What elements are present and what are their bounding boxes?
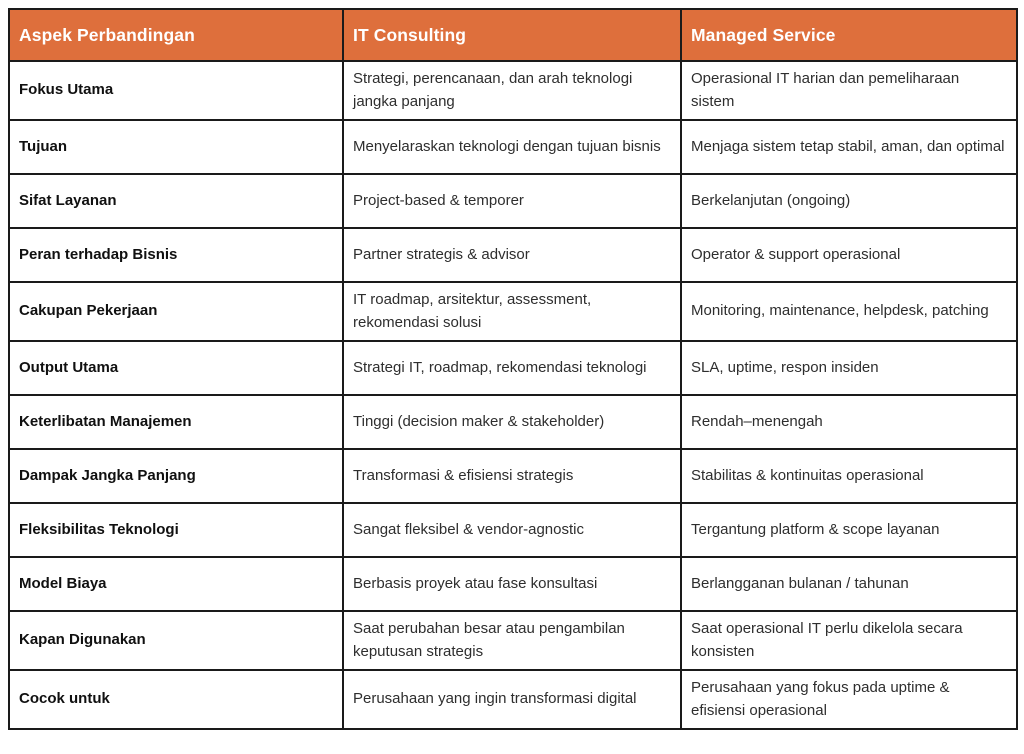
it-consulting-cell: Sangat fleksibel & vendor-agnostic (342, 502, 682, 558)
comparison-table: Aspek Perbandingan IT Consulting Managed… (8, 8, 1018, 730)
aspect-cell: Kapan Digunakan (8, 610, 344, 671)
it-consulting-cell: Perusahaan yang ingin transformasi digit… (342, 669, 682, 730)
table-row: Sifat Layanan Project-based & temporer Ber… (8, 173, 1018, 229)
managed-service-cell: Menjaga sistem tetap stabil, aman, dan o… (680, 119, 1018, 175)
table-row: Keterlibatan Manajemen Tinggi (decision m… (8, 394, 1018, 450)
header-row: Aspek Perbandingan IT Consulting Managed… (8, 8, 1018, 62)
managed-service-cell: Operator & support operasional (680, 227, 1018, 283)
table-row: Fleksibilitas Teknologi Sangat fleksibel … (8, 502, 1018, 558)
table-row: Peran terhadap Bisnis Partner strategis &… (8, 227, 1018, 283)
managed-service-cell: Berkelanjutan (ongoing) (680, 173, 1018, 229)
managed-service-cell: Monitoring, maintenance, helpdesk, patch… (680, 281, 1018, 342)
aspect-cell: Cakupan Pekerjaan (8, 281, 344, 342)
table-row: Kapan Digunakan Saat perubahan besar atau… (8, 610, 1018, 671)
header-cell-aspek-perbandingan: Aspek Perbandingan (8, 8, 344, 62)
it-consulting-cell: Saat perubahan besar atau pengambilan ke… (342, 610, 682, 671)
it-consulting-cell: Transformasi & efisiensi strategis (342, 448, 682, 504)
aspect-cell: Keterlibatan Manajemen (8, 394, 344, 450)
table-row: Cakupan Pekerjaan IT roadmap, arsitektur,… (8, 281, 1018, 342)
it-consulting-cell: Berbasis proyek atau fase konsultasi (342, 556, 682, 612)
it-consulting-cell: Project-based & temporer (342, 173, 682, 229)
table-row: Fokus Utama Strategi, perencanaan, dan ar… (8, 60, 1018, 121)
managed-service-cell: Tergantung platform & scope layanan (680, 502, 1018, 558)
table-row: Cocok untuk Perusahaan yang ingin transfo… (8, 669, 1018, 730)
aspect-cell: Model Biaya (8, 556, 344, 612)
table-row: Output Utama Strategi IT, roadmap, rekome… (8, 340, 1018, 396)
aspect-cell: Fokus Utama (8, 60, 344, 121)
managed-service-cell: SLA, uptime, respon insiden (680, 340, 1018, 396)
aspect-cell: Peran terhadap Bisnis (8, 227, 344, 283)
table-header: Aspek Perbandingan IT Consulting Managed… (8, 8, 1018, 62)
it-consulting-cell: Menyelaraskan teknologi dengan tujuan bi… (342, 119, 682, 175)
it-consulting-cell: Strategi, perencanaan, dan arah teknolog… (342, 60, 682, 121)
header-cell-managed-service: Managed Service (680, 8, 1018, 62)
managed-service-cell: Rendah–menengah (680, 394, 1018, 450)
table-row: Dampak Jangka Panjang Transformasi & efis… (8, 448, 1018, 504)
managed-service-cell: Stabilitas & kontinuitas operasional (680, 448, 1018, 504)
aspect-cell: Sifat Layanan (8, 173, 344, 229)
managed-service-cell: Saat operasional IT perlu dikelola secar… (680, 610, 1018, 671)
table-row: Model Biaya Berbasis proyek atau fase kon… (8, 556, 1018, 612)
table-row: Tujuan Menyelaraskan teknologi dengan tuj… (8, 119, 1018, 175)
aspect-cell: Cocok untuk (8, 669, 344, 730)
it-consulting-cell: IT roadmap, arsitektur, assessment, reko… (342, 281, 682, 342)
aspect-cell: Fleksibilitas Teknologi (8, 502, 344, 558)
managed-service-cell: Perusahaan yang fokus pada uptime & efis… (680, 669, 1018, 730)
managed-service-cell: Operasional IT harian dan pemeliharaan s… (680, 60, 1018, 121)
aspect-cell: Tujuan (8, 119, 344, 175)
it-consulting-cell: Strategi IT, roadmap, rekomendasi teknol… (342, 340, 682, 396)
aspect-cell: Output Utama (8, 340, 344, 396)
it-consulting-cell: Partner strategis & advisor (342, 227, 682, 283)
header-cell-it-consulting: IT Consulting (342, 8, 682, 62)
table-body: Fokus Utama Strategi, perencanaan, dan ar… (8, 60, 1018, 730)
aspect-cell: Dampak Jangka Panjang (8, 448, 344, 504)
managed-service-cell: Berlangganan bulanan / tahunan (680, 556, 1018, 612)
it-consulting-cell: Tinggi (decision maker & stakeholder) (342, 394, 682, 450)
